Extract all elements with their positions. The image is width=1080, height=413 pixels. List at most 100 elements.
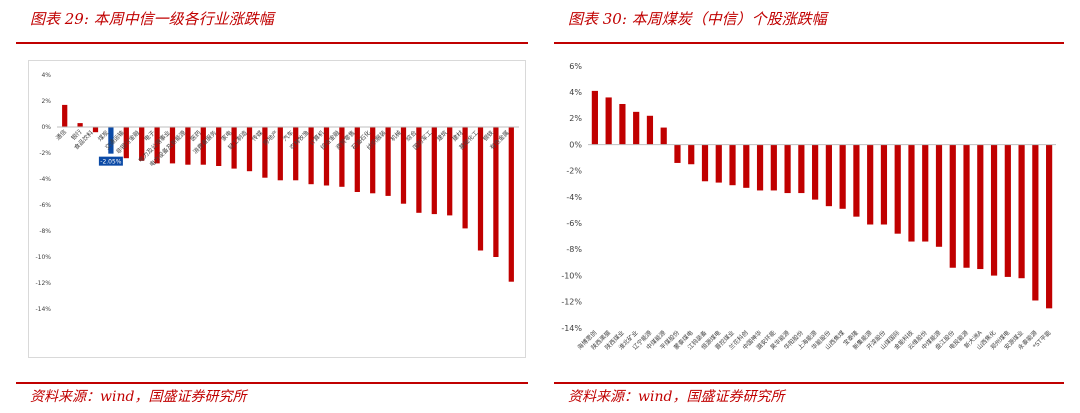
y-tick-label: 0% xyxy=(569,140,582,149)
bar xyxy=(308,127,314,185)
y-tick-label: -8% xyxy=(566,245,582,254)
bar xyxy=(660,127,667,145)
y-tick-label: -12% xyxy=(561,298,582,307)
bar xyxy=(743,144,750,188)
figure-title: 图表 30: 本周煤炭（中信）个股涨跌幅 xyxy=(568,10,827,28)
y-tick-label: 6% xyxy=(569,62,582,71)
y-tick-label: -2% xyxy=(39,150,51,157)
highlight-label-box xyxy=(98,156,123,166)
bar xyxy=(756,144,764,191)
bar xyxy=(200,127,206,165)
bar xyxy=(185,127,191,165)
bar xyxy=(701,144,709,182)
bar xyxy=(633,111,640,145)
bar xyxy=(715,144,722,183)
y-tick-label: -4% xyxy=(39,176,51,183)
y-tick-label: 0% xyxy=(41,124,51,131)
bar xyxy=(277,127,283,181)
bar xyxy=(323,127,330,186)
bar xyxy=(508,127,514,282)
bar xyxy=(431,127,437,215)
coal-stock-chart-frame: 6% 4% 2% 0% -2% -4% -6% -8% -10% -12% -14% 海博思创 陕西黑猫… xyxy=(554,52,1064,358)
y-tick-label: 4% xyxy=(569,88,582,97)
y-tick-label: 2% xyxy=(41,98,51,105)
bar xyxy=(293,127,299,181)
bar xyxy=(216,127,222,166)
bar xyxy=(591,90,598,145)
bar xyxy=(1004,144,1011,277)
bar xyxy=(447,127,453,216)
y-tick-label: -14% xyxy=(561,324,582,333)
bar xyxy=(262,127,268,178)
bar xyxy=(477,127,484,251)
figure-title: 图表 29: 本周中信一级各行业涨跌幅 xyxy=(30,10,274,28)
bar xyxy=(935,144,943,247)
right-figure-panel: 图表 30: 本周煤炭（中信）个股涨跌幅 6% 4% 2% 0% -2% -4% -6% -8… xyxy=(554,0,1064,413)
source-note: 资料来源：wind，国盛证券研究所 xyxy=(30,389,247,405)
bar xyxy=(154,127,160,164)
bar xyxy=(784,144,791,194)
bar xyxy=(880,144,888,225)
y-tick-label: -4% xyxy=(566,193,582,202)
category-label: 通信 xyxy=(54,128,68,142)
left-figure-panel: 图表 29: 本周中信一级各行业涨跌幅 4% 2% 0% -2% -4% -6% -8% -1… xyxy=(16,0,528,413)
y-tick-label: -2% xyxy=(566,167,582,176)
bar xyxy=(977,144,984,270)
bar xyxy=(1046,144,1053,309)
bar xyxy=(77,123,83,127)
bar xyxy=(400,127,407,204)
source-note: 资料来源：wind，国盛证券研究所 xyxy=(568,389,785,405)
bar xyxy=(354,127,360,192)
y-tick-label: -8% xyxy=(39,228,51,235)
bar xyxy=(108,127,114,154)
bar xyxy=(1032,144,1039,301)
y-tick-label: -14% xyxy=(35,306,51,313)
bar xyxy=(963,144,970,268)
highlight-data-label: -2.05% xyxy=(100,159,122,166)
y-tick-label: 4% xyxy=(41,72,51,79)
bar xyxy=(92,127,99,133)
category-label: 建筑 xyxy=(435,129,449,143)
source-rule xyxy=(554,382,1064,384)
industry-chart-frame: 4% 2% 0% -2% -4% -6% -8% -10% -12% -14% 通信 银行 食品饮料 煤炭… xyxy=(28,60,526,358)
bar xyxy=(619,103,626,145)
bar xyxy=(231,127,237,169)
bar xyxy=(688,144,695,165)
y-tick-label: 2% xyxy=(569,114,582,123)
y-tick-label: -12% xyxy=(35,280,51,287)
bar xyxy=(839,144,846,209)
bar xyxy=(123,127,129,159)
bar xyxy=(462,127,468,229)
bar xyxy=(646,115,654,145)
bar xyxy=(990,144,998,276)
bar xyxy=(605,97,612,145)
bar xyxy=(908,144,915,242)
bar xyxy=(385,127,391,196)
bar xyxy=(493,127,499,257)
y-tick-label: -6% xyxy=(566,219,582,228)
coal-stock-change-chart: 6%4%2%0%-2%-4%-6%-8%-10%-12%-14%海博思创陕西黑猫… xyxy=(561,62,1056,351)
bar xyxy=(853,144,860,217)
category-label: 机械 xyxy=(389,129,403,143)
bar xyxy=(867,144,874,225)
bar xyxy=(922,144,929,242)
bar xyxy=(674,144,681,163)
bar xyxy=(770,144,777,191)
bar xyxy=(246,127,253,172)
bar xyxy=(949,144,956,268)
bar xyxy=(169,127,176,164)
title-rule xyxy=(16,42,528,44)
y-tick-label: -10% xyxy=(561,271,582,280)
bar xyxy=(62,104,68,127)
bar xyxy=(825,144,832,207)
y-tick-label: -6% xyxy=(39,202,51,209)
bar xyxy=(729,144,736,186)
source-rule xyxy=(16,382,528,384)
bar xyxy=(1018,144,1025,279)
y-tick-label: -10% xyxy=(35,254,51,261)
title-rule xyxy=(554,42,1064,44)
bar xyxy=(339,127,345,187)
bar xyxy=(812,144,819,200)
bar xyxy=(798,144,805,194)
